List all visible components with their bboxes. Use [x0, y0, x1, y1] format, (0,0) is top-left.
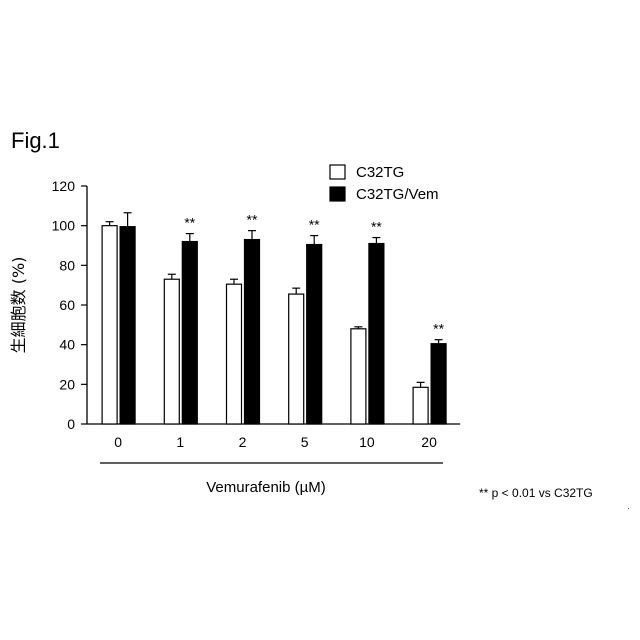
bar-c32tg-vem	[431, 344, 446, 424]
y-tick-label: 0	[67, 416, 75, 432]
bar-c32tg	[289, 294, 304, 424]
x-axis-title: Vemurafenib (µM)	[206, 479, 326, 496]
bar-c32tg-vem	[307, 245, 322, 424]
chart-legend: C32TG C32TG/Vem	[330, 164, 439, 203]
bar-c32tg-vem	[369, 244, 384, 424]
bar-c32tg	[413, 387, 428, 424]
x-tick-label: 20	[421, 434, 437, 450]
significance-mark: **	[309, 217, 320, 233]
x-tick-label: 2	[239, 434, 247, 450]
significance-footnote: ** p < 0.01 vs C32TG	[479, 486, 593, 500]
legend-label: C32TG	[356, 164, 404, 181]
x-tick-label: 5	[301, 434, 309, 450]
bar-c32tg	[227, 284, 242, 424]
bar-c32tg-vem	[120, 227, 135, 424]
x-tick-label: 10	[359, 434, 375, 450]
legend-swatch	[330, 187, 345, 201]
y-axis-title: 生細胞数 (%)	[9, 257, 28, 354]
y-tick-label: 120	[52, 178, 76, 194]
y-tick-label: 80	[59, 257, 75, 273]
chart-bars	[102, 213, 446, 424]
bar-c32tg	[102, 226, 117, 424]
significance-mark: **	[371, 219, 382, 235]
bar-c32tg-vem	[182, 242, 197, 424]
significance-mark: **	[433, 321, 444, 337]
legend-swatch	[330, 165, 345, 179]
bar-c32tg	[164, 279, 179, 424]
y-tick-label: 100	[52, 218, 76, 234]
significance-mark: **	[184, 215, 195, 231]
stray-dot	[628, 508, 629, 509]
x-tick-label: 1	[176, 434, 184, 450]
bar-c32tg-vem	[245, 240, 260, 424]
x-tick-label: 0	[114, 434, 122, 450]
bar-c32tg	[351, 329, 366, 424]
significance-mark: **	[247, 212, 258, 228]
y-tick-label: 60	[59, 297, 75, 313]
y-tick-label: 20	[59, 376, 75, 392]
y-tick-label: 40	[59, 337, 75, 353]
legend-label: C32TG/Vem	[356, 186, 439, 203]
